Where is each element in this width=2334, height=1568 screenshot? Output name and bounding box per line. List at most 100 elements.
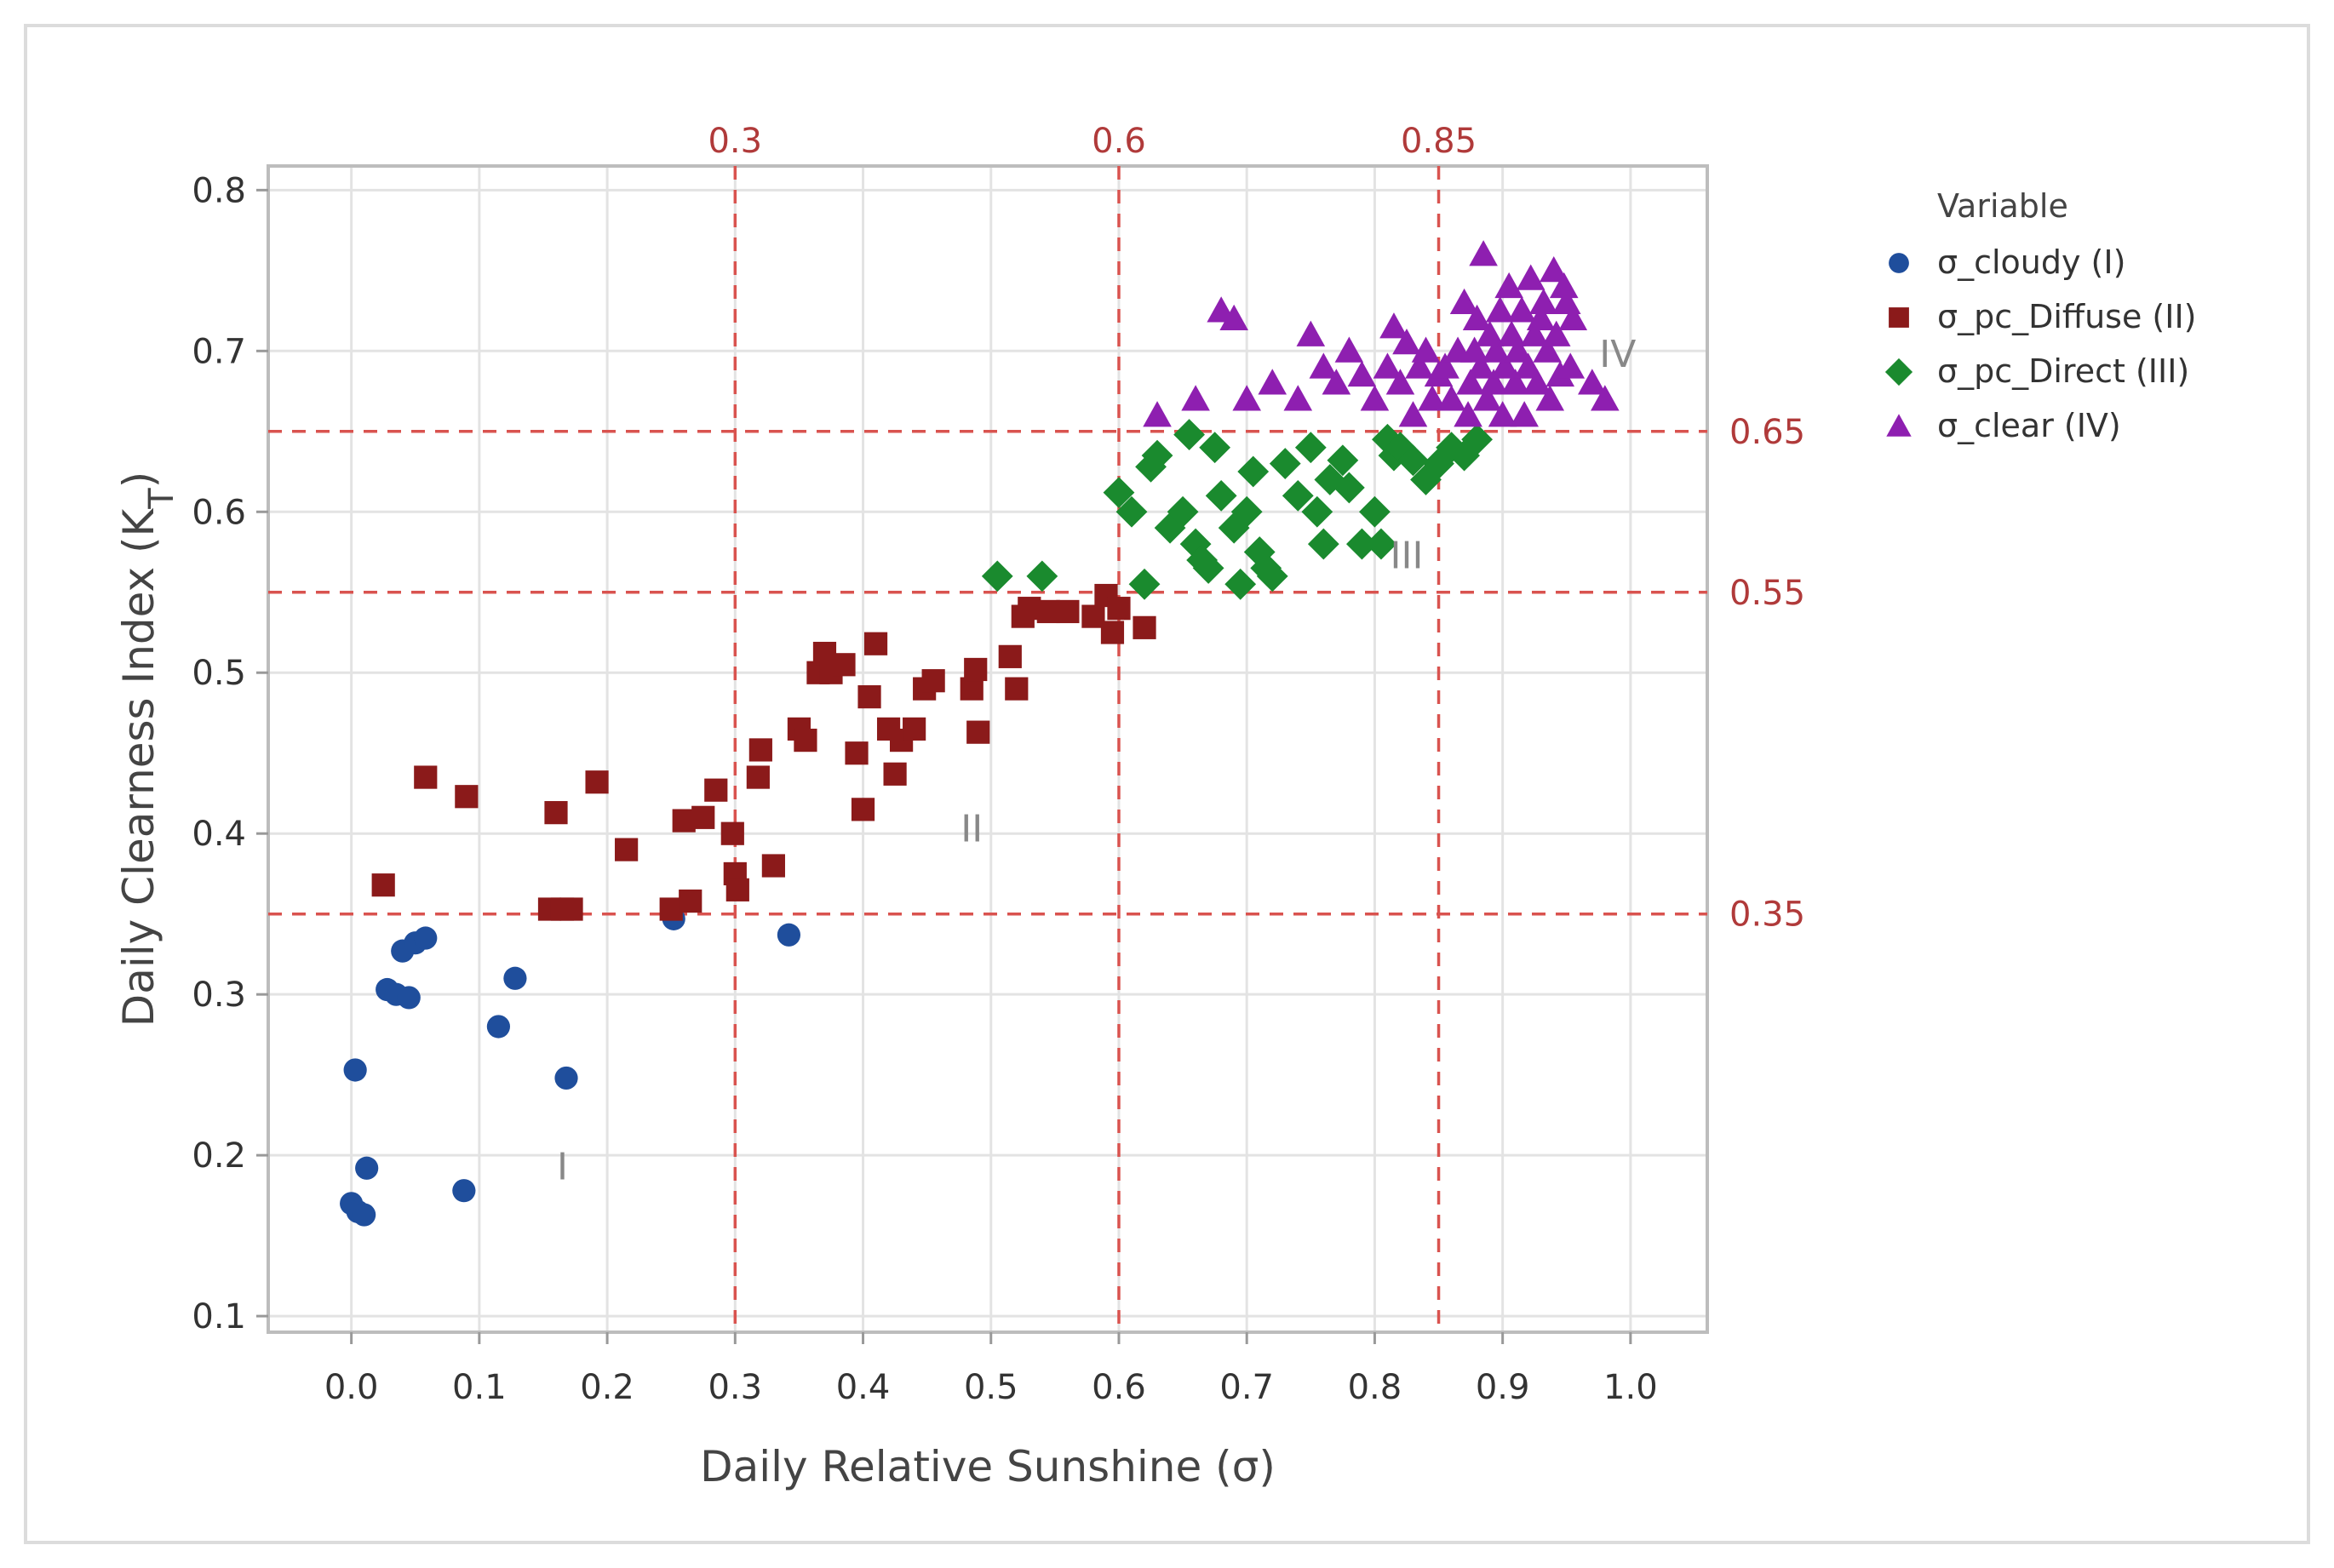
series-triangle [1143, 240, 1620, 427]
square-point [845, 741, 869, 765]
legend-marker [1889, 307, 1909, 328]
triangle-point [1500, 369, 1530, 395]
series-circle [340, 907, 801, 1227]
diamond-point [1230, 495, 1263, 528]
diamond-point [1346, 528, 1378, 560]
region-label: II [961, 808, 983, 851]
triangle-point [1373, 352, 1402, 379]
legend-label: σ_pc_Diffuse (II) [1937, 298, 2197, 335]
x-tick-label: 0.9 [1476, 1368, 1530, 1407]
reference-lines: 0.3 0.6 0.85 0.35 0.55 0.65 [268, 122, 1805, 1332]
legend-marker [1886, 414, 1912, 437]
triangle-point [1181, 385, 1210, 411]
diamond-point [1237, 455, 1270, 488]
triangle-point [1541, 320, 1571, 346]
circle-point [343, 1058, 367, 1082]
y-tick-label: 0.7 [192, 332, 246, 371]
axis-ticks: 0.0 0.1 0.2 0.3 0.4 0.5 0.6 0.7 0.8 0.9 1.0 0.1 0.2 0… [192, 171, 1657, 1407]
square-point [921, 669, 945, 693]
triangle-point [1490, 352, 1520, 379]
triangle-point [1385, 369, 1415, 395]
diamond-point [1294, 432, 1327, 464]
circle-point [777, 923, 801, 947]
square-point [863, 632, 888, 655]
triangle-point [1418, 385, 1447, 411]
triangle-point [1533, 336, 1563, 363]
triangle-point [1437, 385, 1466, 411]
y-axis-title: Daily Clearness Index (KT) [114, 472, 181, 1027]
diamond-point [1372, 423, 1403, 455]
chart-frame [24, 24, 2310, 1544]
x-tick-label: 0.1 [452, 1368, 507, 1407]
square-point [883, 762, 907, 786]
region-label: I [557, 1145, 568, 1188]
x-tick-label: 1.0 [1603, 1368, 1658, 1407]
square-point [851, 798, 875, 821]
legend-label: σ_pc_Direct (III) [1937, 352, 2189, 390]
circle-point [554, 1066, 578, 1090]
square-point [559, 897, 583, 921]
triangle-point [1510, 401, 1539, 427]
circle-point [353, 1203, 376, 1227]
square-point [903, 717, 926, 741]
square-point [857, 684, 881, 709]
circle-point [397, 986, 421, 1010]
triangle-point [1482, 336, 1511, 363]
square-point [748, 738, 772, 762]
diamond-point [1218, 512, 1250, 544]
vertical-reference-label: 0.6 [1092, 122, 1146, 161]
triangle-point [1558, 304, 1588, 330]
diamond-point [1205, 479, 1237, 512]
diamond-point [1359, 495, 1391, 528]
x-tick-label: 0.7 [1219, 1368, 1274, 1407]
square-point [960, 677, 983, 701]
diamond-point [1385, 432, 1416, 464]
square-point [1005, 677, 1029, 701]
diamond-point [981, 560, 1013, 592]
circle-point [355, 1156, 379, 1180]
triangle-point [1516, 264, 1545, 290]
square-point [964, 657, 988, 682]
y-axis-title-subscript: T [142, 488, 181, 510]
diamond-point [1128, 568, 1161, 600]
x-tick-label: 0.5 [964, 1368, 1018, 1407]
triangle-point [1456, 369, 1485, 395]
triangle-point [1469, 240, 1498, 266]
horizontal-reference-label: 0.35 [1729, 896, 1805, 935]
square-point [725, 878, 749, 901]
x-tick-label: 0.8 [1348, 1368, 1402, 1407]
square-point [794, 729, 817, 753]
triangle-point [1309, 352, 1339, 379]
triangle-point [1507, 296, 1536, 323]
legend-marker [1884, 358, 1913, 386]
circle-point [503, 966, 527, 990]
triangle-point [1539, 256, 1568, 283]
diamond-point [1256, 560, 1288, 592]
triangle-point [1405, 352, 1434, 379]
diamond-point [1173, 419, 1205, 450]
x-tick-label: 0.0 [324, 1368, 379, 1407]
triangle-point [1143, 401, 1172, 427]
triangle-point [1431, 352, 1459, 379]
horizontal-reference-label: 0.55 [1729, 574, 1805, 613]
region-label: III [1391, 534, 1424, 577]
triangle-point [1411, 336, 1441, 363]
x-tick-label: 0.3 [708, 1368, 762, 1407]
x-tick-label: 0.6 [1092, 1368, 1146, 1407]
square-point [1133, 615, 1156, 639]
diamond-point [1269, 448, 1301, 479]
square-point [998, 644, 1022, 668]
square-point [746, 765, 770, 789]
series-diamond [981, 419, 1493, 600]
square-point [371, 873, 395, 897]
diamond-point [1192, 552, 1224, 584]
triangle-point [1503, 336, 1533, 363]
diamond-point [1199, 432, 1231, 464]
triangle-point [1283, 385, 1313, 411]
triangle-point [1360, 385, 1390, 411]
diamond-point [1282, 479, 1314, 512]
triangle-point [1494, 272, 1523, 299]
triangle-point [1334, 336, 1364, 363]
legend-title: Variable [1937, 187, 2068, 225]
